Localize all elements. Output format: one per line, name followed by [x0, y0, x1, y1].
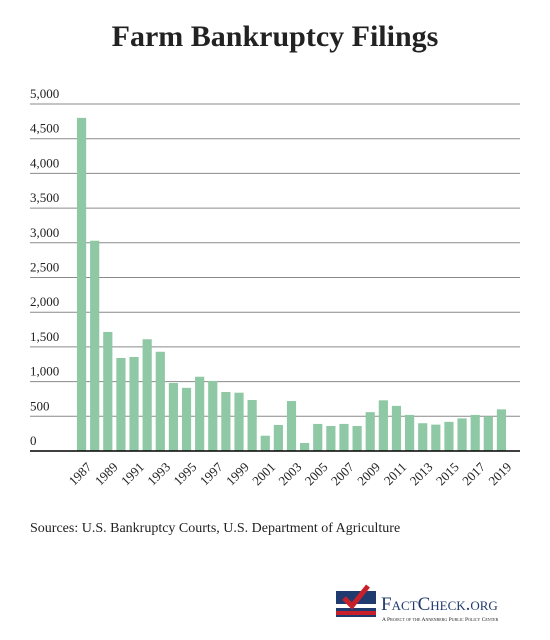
logo-name: FactCheck.org: [381, 594, 498, 615]
bar: [483, 416, 493, 451]
logo-tagline: A Project of the Annenberg Public Policy…: [382, 617, 499, 623]
bar: [431, 424, 441, 451]
bar: [208, 380, 218, 451]
bar: [90, 240, 100, 451]
bar: [313, 423, 323, 451]
bar: [418, 423, 428, 451]
bar: [247, 399, 257, 451]
logo: FactCheck.org A Project of the Annenberg…: [336, 584, 499, 623]
y-tick-label: 2,000: [30, 294, 59, 309]
bar: [300, 443, 310, 451]
bar: [470, 414, 480, 451]
bar: [391, 405, 402, 451]
bar: [168, 382, 179, 451]
chart-title: Farm Bankruptcy Filings: [112, 20, 439, 53]
bar: [195, 376, 205, 451]
bar: [181, 387, 192, 451]
y-tick-label: 500: [30, 398, 50, 413]
bar: [352, 426, 362, 451]
logo-stripe: [336, 611, 376, 615]
bar: [273, 424, 283, 451]
y-tick-label: 4,500: [30, 121, 59, 136]
bar: [221, 392, 231, 451]
bar: [326, 426, 336, 451]
y-tick-label: 4,000: [30, 155, 59, 170]
y-tick-label: 3,000: [30, 225, 59, 240]
y-tick-label: 5,000: [30, 86, 59, 101]
bar: [404, 414, 415, 451]
y-tick-label: 1,500: [30, 329, 59, 344]
bar: [260, 435, 270, 451]
bar: [76, 117, 87, 451]
logo-stripe: [336, 604, 376, 608]
y-tick-label: 1,000: [30, 364, 59, 379]
bar: [116, 358, 126, 451]
bar: [142, 339, 152, 451]
bar: [496, 409, 507, 451]
bar: [129, 356, 139, 451]
bar: [155, 351, 165, 451]
bar: [286, 401, 297, 451]
bar: [457, 418, 467, 451]
y-tick-label: 0: [30, 433, 37, 448]
bar: [365, 412, 375, 451]
source-note: Sources: U.S. Bankruptcy Courts, U.S. De…: [30, 521, 400, 536]
bar: [234, 392, 244, 451]
logo-check: [342, 584, 370, 610]
bar: [103, 331, 113, 451]
bar: [339, 423, 349, 451]
y-tick-label: 3,500: [30, 190, 59, 205]
bar: [378, 400, 388, 451]
y-tick-label: 2,500: [30, 260, 59, 275]
bar: [444, 421, 454, 451]
